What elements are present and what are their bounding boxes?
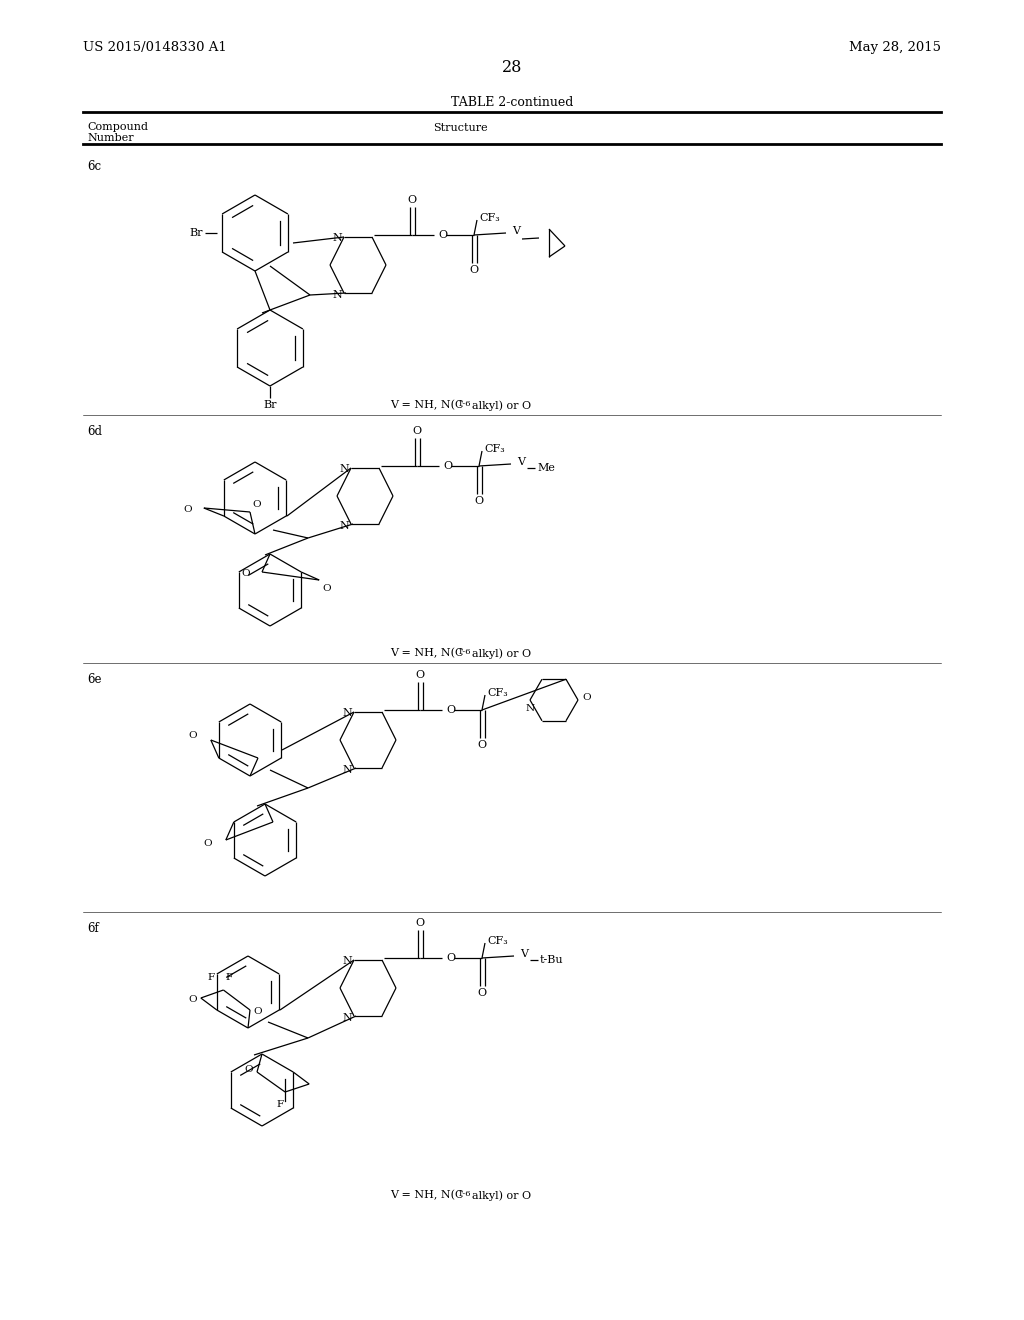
Text: CF₃: CF₃ <box>487 688 508 698</box>
Text: O: O <box>408 195 417 205</box>
Text: O: O <box>582 693 591 702</box>
Text: V: V <box>512 226 520 236</box>
Text: O: O <box>469 265 478 275</box>
Text: CF₃: CF₃ <box>479 213 500 223</box>
Text: alkyl) or O: alkyl) or O <box>472 1191 531 1201</box>
Text: F: F <box>226 973 233 982</box>
Text: Number: Number <box>87 133 133 143</box>
Text: V = NH, N(C: V = NH, N(C <box>390 1191 464 1200</box>
Text: 1-6: 1-6 <box>458 648 471 656</box>
Text: N: N <box>332 234 342 243</box>
Text: O: O <box>188 730 197 739</box>
Text: O: O <box>203 838 212 847</box>
Text: Compound: Compound <box>87 121 148 132</box>
Text: O: O <box>242 569 250 578</box>
Text: 6d: 6d <box>87 425 102 438</box>
Text: O: O <box>416 671 425 680</box>
Text: alkyl) or O: alkyl) or O <box>472 400 531 411</box>
Text: V = NH, N(C: V = NH, N(C <box>390 400 464 411</box>
Text: CF₃: CF₃ <box>484 444 505 454</box>
Text: O: O <box>413 426 422 436</box>
Text: O: O <box>416 917 425 928</box>
Text: O: O <box>245 1065 253 1074</box>
Text: N: N <box>525 704 535 713</box>
Text: O: O <box>474 496 483 506</box>
Text: May 28, 2015: May 28, 2015 <box>849 41 941 54</box>
Text: alkyl) or O: alkyl) or O <box>472 648 531 659</box>
Text: Me: Me <box>537 463 555 473</box>
Text: CF₃: CF₃ <box>487 936 508 946</box>
Text: N: N <box>342 766 352 775</box>
Text: TABLE 2-continued: TABLE 2-continued <box>451 96 573 110</box>
Text: F: F <box>208 973 215 982</box>
Text: O: O <box>253 1007 261 1016</box>
Text: Br: Br <box>263 400 276 411</box>
Text: O: O <box>438 230 447 240</box>
Text: US 2015/0148330 A1: US 2015/0148330 A1 <box>83 41 226 54</box>
Text: 6e: 6e <box>87 673 101 686</box>
Text: 6c: 6c <box>87 160 101 173</box>
Text: O: O <box>183 506 191 515</box>
Text: O: O <box>188 995 197 1005</box>
Text: N: N <box>339 465 349 474</box>
Text: V: V <box>517 457 525 467</box>
Text: N: N <box>342 1012 352 1023</box>
Text: t-Bu: t-Bu <box>540 954 563 965</box>
Text: O: O <box>477 987 486 998</box>
Text: Br: Br <box>189 228 203 238</box>
Text: N: N <box>339 521 349 531</box>
Text: V = NH, N(C: V = NH, N(C <box>390 648 464 659</box>
Text: O: O <box>323 583 331 593</box>
Text: 1-6: 1-6 <box>458 400 471 408</box>
Text: F: F <box>276 1100 284 1109</box>
Text: 28: 28 <box>502 59 522 77</box>
Text: N: N <box>342 708 352 718</box>
Text: O: O <box>446 953 455 964</box>
Text: 1-6: 1-6 <box>458 1191 471 1199</box>
Text: V: V <box>520 949 528 960</box>
Text: O: O <box>477 741 486 750</box>
Text: 6f: 6f <box>87 921 98 935</box>
Text: Structure: Structure <box>433 123 487 133</box>
Text: O: O <box>443 461 453 471</box>
Text: N: N <box>342 956 352 966</box>
Text: O: O <box>446 705 455 715</box>
Text: N: N <box>332 290 342 300</box>
Text: O: O <box>252 500 261 510</box>
